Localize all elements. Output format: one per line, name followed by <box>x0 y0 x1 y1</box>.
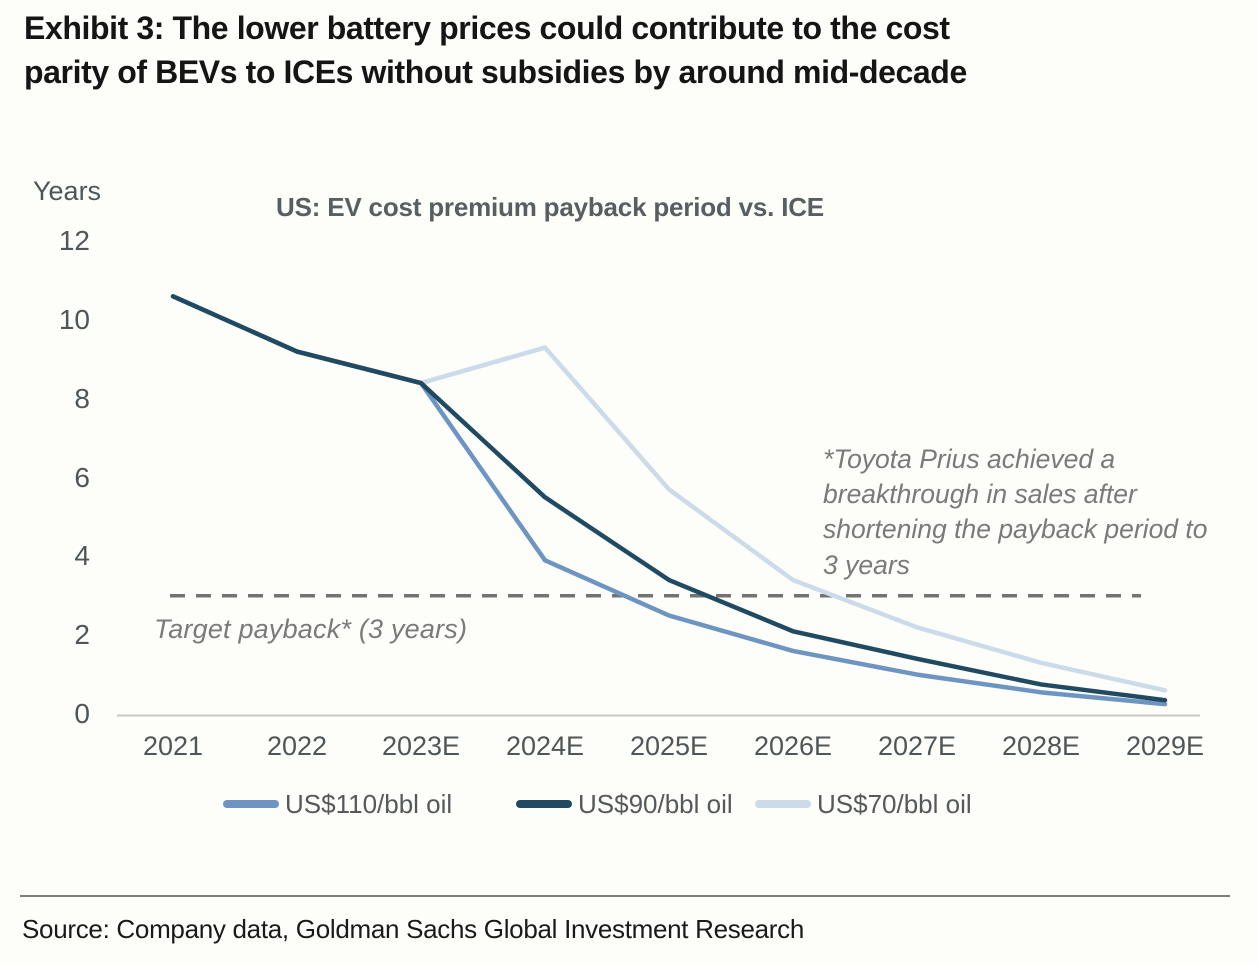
x-tick-label-2022: 2022 <box>266 731 328 761</box>
y-axis-title: Years <box>33 176 102 206</box>
legend-swatch-icon <box>755 800 811 808</box>
x-tick-label-2027e: 2027E <box>877 731 957 761</box>
exhibit-title-line-2: parity of BEVs to ICEs without subsidies… <box>24 54 967 91</box>
legend-swatch-icon <box>516 800 572 808</box>
exhibit-title: Exhibit 3: The lower battery prices coul… <box>24 6 1224 94</box>
target-payback-label: Target payback* (3 years) <box>154 614 468 644</box>
legend-label: US$90/bbl oil <box>578 788 733 819</box>
legend-label: US$70/bbl oil <box>817 788 972 819</box>
y-tick-label-6: 6 <box>74 461 90 493</box>
x-tick-label-2025e: 2025E <box>629 731 709 761</box>
y-tick-label-10: 10 <box>58 304 90 335</box>
y-tick-label-4: 4 <box>74 540 90 572</box>
legend-item-us-110-bbl-oil: US$110/bbl oil <box>223 788 452 820</box>
x-tick-label-2026e: 2026E <box>753 731 833 761</box>
series-line-us-90-bbl-oil <box>170 294 1168 703</box>
y-tick-label-0: 0 <box>74 698 90 729</box>
y-tick-label-8: 8 <box>74 382 90 414</box>
x-tick-label-2029e: 2029E <box>1125 731 1205 761</box>
legend-item-us-70-bbl-oil: US$70/bbl oil <box>755 788 972 820</box>
chart-title: US: EV cost premium payback period vs. I… <box>276 192 824 222</box>
x-tick-label-2028e: 2028E <box>1001 731 1081 761</box>
legend-label: US$110/bbl oil <box>285 788 453 819</box>
footer-divider <box>20 895 1230 897</box>
legend-item-us-90-bbl-oil: US$90/bbl oil <box>516 788 733 820</box>
x-tick-label-2024e: 2024E <box>505 731 585 761</box>
x-tick-label-2023e: 2023E <box>381 731 461 761</box>
exhibit-title-line-1: Exhibit 3: The lower battery prices coul… <box>24 10 950 46</box>
prius-annotation: *Toyota Prius achieved a breakthrough in… <box>823 444 1208 580</box>
source-note: Source: Company data, Goldman Sachs Glob… <box>22 914 805 944</box>
y-tick-label-12: 12 <box>58 225 90 257</box>
x-tick-label-2021: 2021 <box>142 731 204 761</box>
legend-swatch-icon <box>223 800 279 808</box>
y-tick-label-2: 2 <box>74 619 90 651</box>
